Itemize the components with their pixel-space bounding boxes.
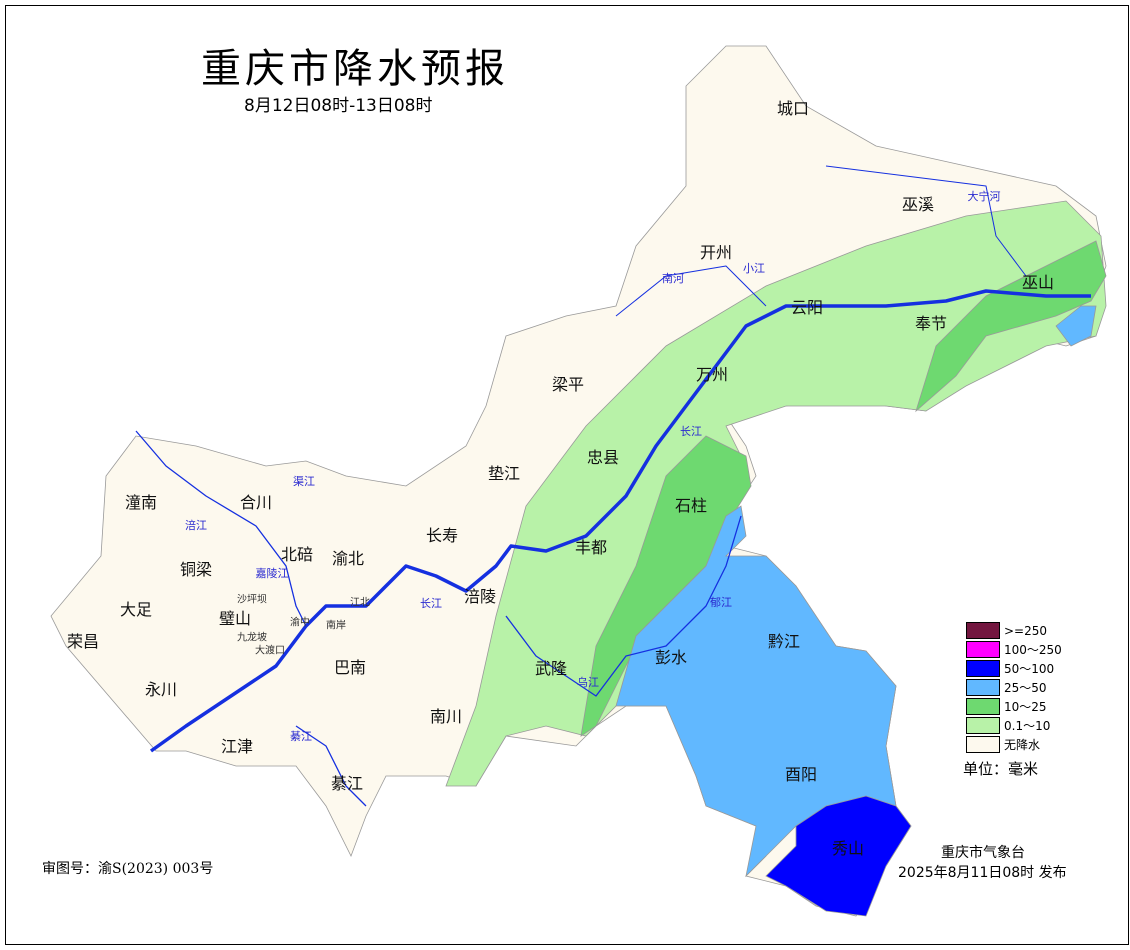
district-label: 铜梁	[179, 560, 213, 579]
map-approval-number: 审图号：渝S(2023) 003号	[42, 861, 214, 877]
district-label: 奉节	[914, 314, 948, 333]
district-label: 沙坪坝	[237, 594, 267, 606]
district-label: 秀山	[831, 839, 865, 858]
river-label: 郁江	[710, 596, 732, 609]
issuer: 重庆市气象台	[941, 845, 1025, 861]
district-label: 涪陵	[463, 587, 497, 606]
region-moderate-rain-ne	[915, 240, 1107, 413]
district-label: 酉阳	[784, 765, 818, 784]
river-label: 涪江	[185, 519, 207, 532]
district-label: 城口	[776, 99, 810, 118]
legend-swatch	[966, 698, 1000, 715]
district-label: 巫溪	[901, 195, 935, 214]
district-label: 大渡口	[255, 645, 285, 657]
xiaojiang-river	[615, 265, 767, 317]
wu-river	[505, 515, 742, 697]
daning-river	[825, 165, 1027, 277]
river-label: 南河	[662, 272, 684, 285]
region-heavy-rain-wushan	[1055, 305, 1097, 347]
legend-label: >=250	[1004, 623, 1048, 638]
legend: >=250 100～250 50～100 25～50 10～25 0.1～10 无降水	[966, 621, 1062, 754]
district-label: 梁平	[551, 375, 585, 394]
map-canvas	[50, 45, 1107, 917]
river-label: 乌江	[577, 676, 599, 689]
region-rainstorm-xiushan	[765, 795, 912, 917]
jialing-river	[135, 430, 307, 627]
district-label: 江北	[350, 597, 370, 609]
district-label: 云阳	[790, 298, 824, 317]
forecast-period: 8月12日08时-13日08时	[244, 96, 433, 116]
legend-item: >=250	[966, 621, 1062, 640]
legend-swatch	[966, 679, 1000, 696]
legend-swatch	[966, 717, 1000, 734]
district-label: 开州	[699, 243, 733, 262]
district-label: 江津	[220, 737, 254, 756]
river-label: 渠江	[293, 475, 315, 488]
district-label: 南岸	[326, 620, 346, 632]
legend-label: 100～250	[1004, 643, 1062, 657]
district-label: 巴南	[333, 658, 367, 677]
river-label: 长江	[420, 597, 442, 610]
district-label: 巫山	[1021, 273, 1055, 292]
district-label: 大足	[119, 600, 153, 619]
legend-unit: 单位：毫米	[963, 760, 1039, 778]
legend-swatch	[966, 660, 1000, 677]
district-label: 合川	[239, 493, 273, 512]
legend-swatch	[966, 736, 1000, 753]
district-label: 万州	[695, 365, 729, 384]
legend-label: 无降水	[1004, 738, 1041, 752]
river-label: 大宁河	[967, 190, 1001, 203]
district-label: 永川	[144, 680, 178, 699]
legend-item: 100～250	[966, 640, 1062, 659]
district-label: 綦江	[330, 774, 364, 793]
district-label: 璧山	[218, 609, 252, 628]
district-label: 垫江	[487, 464, 521, 483]
legend-label: 0.1～10	[1004, 719, 1051, 733]
legend-item: 10～25	[966, 697, 1062, 716]
district-label: 彭水	[654, 648, 688, 667]
river-label: 长江	[680, 425, 702, 438]
district-label: 九龙坡	[237, 632, 267, 644]
district-label: 潼南	[124, 493, 158, 512]
district-label: 长寿	[425, 526, 459, 545]
legend-item: 无降水	[966, 735, 1062, 754]
legend-item: 25～50	[966, 678, 1062, 697]
qijiang-river	[295, 725, 367, 807]
district-label: 黔江	[767, 632, 801, 651]
district-label: 忠县	[586, 448, 620, 467]
legend-swatch	[966, 622, 1000, 639]
legend-label: 10～25	[1004, 700, 1047, 714]
precipitation-map: 重庆市降水预报 8月12日08时-13日08时 城口巫溪开州云阳 巫山奉节梁平 万州…	[5, 5, 1129, 945]
issue-time: 2025年8月11日08时 发布	[898, 865, 1067, 881]
district-label: 丰都	[574, 538, 608, 557]
legend-swatch	[966, 641, 1000, 658]
district-label: 渝北	[331, 549, 365, 568]
legend-label: 50～100	[1004, 662, 1055, 676]
yangtze-river	[149, 289, 1091, 753]
district-label: 北碚	[280, 545, 314, 564]
legend-label: 25～50	[1004, 681, 1047, 695]
river-label: 綦江	[290, 730, 312, 743]
river-label: 小江	[743, 262, 765, 275]
river-label: 嘉陵江	[255, 567, 289, 580]
map-title: 重庆市降水预报	[201, 46, 509, 92]
region-moderate-rain-shizhu	[580, 435, 752, 737]
district-label: 南川	[429, 707, 463, 726]
district-label: 荣昌	[66, 632, 100, 651]
legend-item: 0.1～10	[966, 716, 1062, 735]
district-label: 渝中	[290, 617, 310, 629]
district-label: 武隆	[534, 659, 568, 678]
district-label: 石柱	[674, 496, 708, 515]
legend-item: 50～100	[966, 659, 1062, 678]
region-heavy-rain	[615, 505, 897, 878]
